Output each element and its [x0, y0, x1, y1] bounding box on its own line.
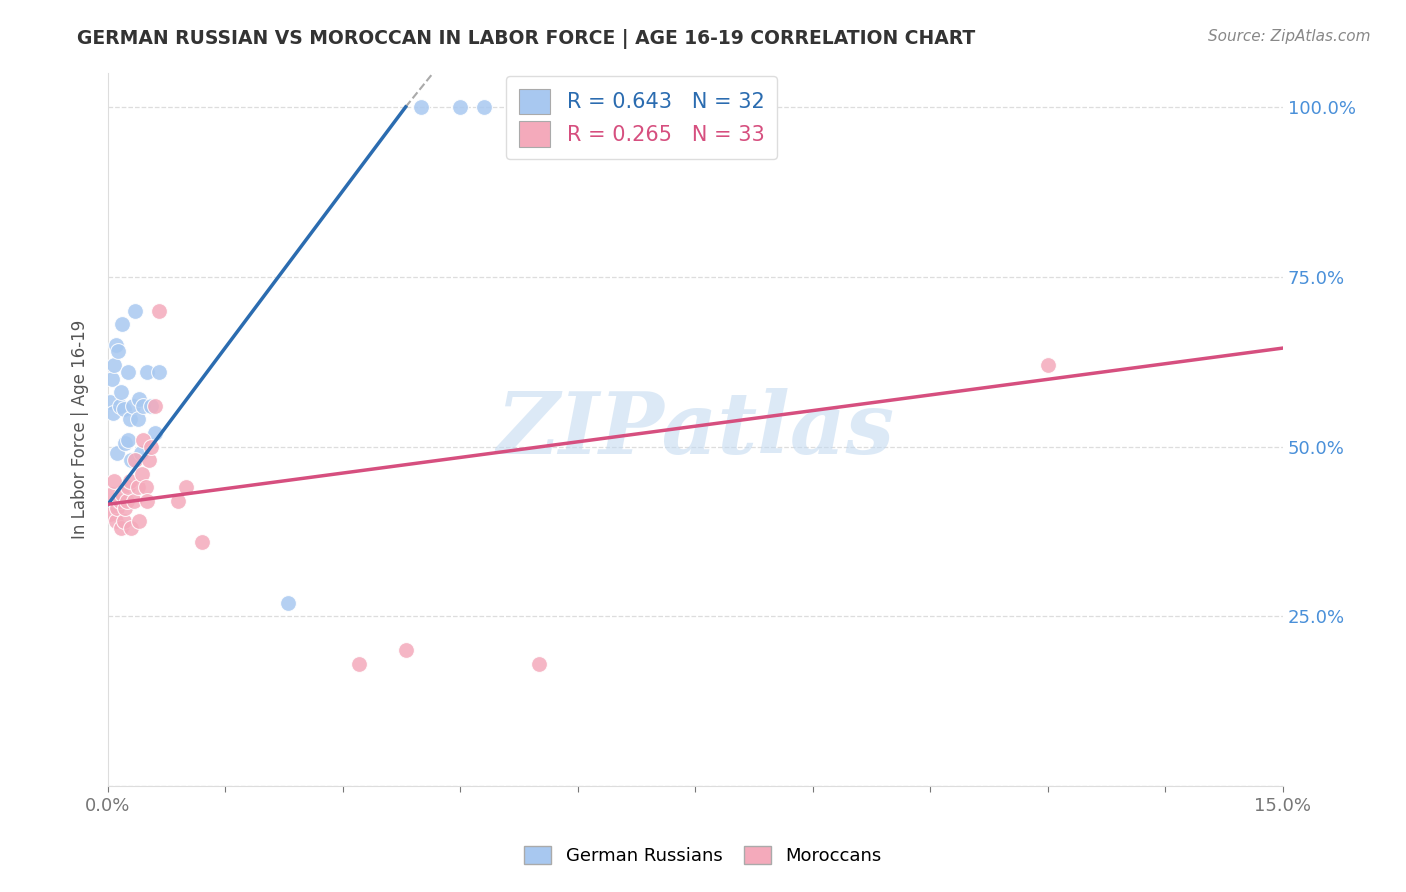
Point — [121, 521, 143, 535]
Point — [139, 399, 162, 413]
Point — [527, 657, 550, 671]
Point — [103, 358, 125, 372]
Point — [127, 412, 149, 426]
Point — [112, 402, 135, 417]
Point — [131, 467, 153, 481]
Point — [117, 433, 139, 447]
Point — [114, 500, 136, 515]
Point — [122, 494, 145, 508]
Text: ZIPatlas: ZIPatlas — [496, 388, 894, 471]
Point — [1036, 358, 1059, 372]
Point — [512, 100, 534, 114]
Point — [128, 514, 150, 528]
Point — [101, 371, 124, 385]
Point — [138, 453, 160, 467]
Legend: R = 0.643   N = 32, R = 0.265   N = 33: R = 0.643 N = 32, R = 0.265 N = 33 — [506, 76, 778, 160]
Point — [191, 534, 214, 549]
Point — [108, 399, 131, 413]
Point — [110, 385, 132, 400]
Point — [118, 474, 141, 488]
Point — [101, 487, 124, 501]
Point — [167, 494, 190, 508]
Point — [395, 643, 418, 657]
Point — [143, 425, 166, 440]
Point — [107, 344, 129, 359]
Point — [139, 440, 162, 454]
Point — [136, 494, 159, 508]
Point — [104, 337, 127, 351]
Point — [111, 487, 134, 501]
Point — [176, 480, 198, 494]
Point — [536, 100, 558, 114]
Text: Source: ZipAtlas.com: Source: ZipAtlas.com — [1208, 29, 1371, 44]
Point — [450, 100, 472, 114]
Point — [115, 494, 138, 508]
Point — [111, 318, 134, 332]
Point — [117, 480, 139, 494]
Point — [114, 436, 136, 450]
Point — [472, 100, 495, 114]
Legend: German Russians, Moroccans: German Russians, Moroccans — [517, 838, 889, 872]
Y-axis label: In Labor Force | Age 16-19: In Labor Force | Age 16-19 — [72, 320, 89, 539]
Point — [110, 521, 132, 535]
Point — [103, 406, 125, 420]
Point — [117, 365, 139, 379]
Point — [118, 412, 141, 426]
Point — [136, 365, 159, 379]
Point — [127, 480, 149, 494]
Point — [143, 399, 166, 413]
Point — [104, 514, 127, 528]
Point — [132, 433, 155, 447]
Point — [112, 514, 135, 528]
Point — [105, 500, 128, 515]
Point — [121, 453, 143, 467]
Point — [132, 399, 155, 413]
Point — [135, 480, 157, 494]
Point — [124, 303, 146, 318]
Point — [108, 494, 131, 508]
Point — [103, 474, 125, 488]
Point — [122, 399, 145, 413]
Point — [148, 365, 170, 379]
Text: GERMAN RUSSIAN VS MOROCCAN IN LABOR FORCE | AGE 16-19 CORRELATION CHART: GERMAN RUSSIAN VS MOROCCAN IN LABOR FORC… — [77, 29, 976, 48]
Point — [128, 392, 150, 406]
Point — [277, 596, 299, 610]
Point — [347, 657, 370, 671]
Point — [129, 446, 152, 460]
Point — [98, 508, 121, 522]
Point — [105, 446, 128, 460]
Point — [411, 100, 433, 114]
Point — [124, 453, 146, 467]
Point — [148, 303, 170, 318]
Point — [98, 395, 121, 409]
